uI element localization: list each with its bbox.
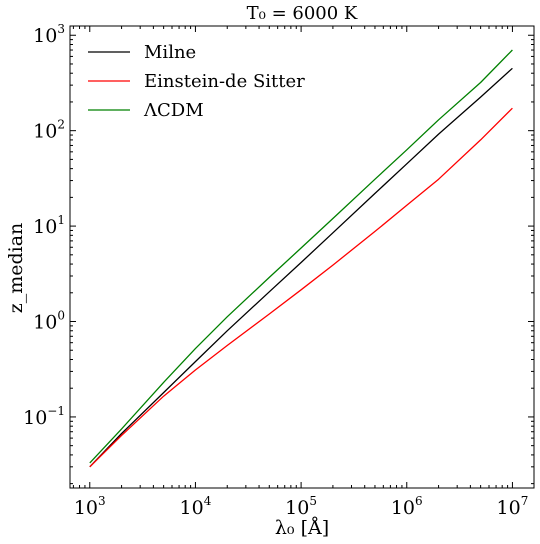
legend-label: Milne [144,42,196,63]
x-tick-label: 105 [285,494,317,519]
x-tick-label: 107 [497,494,529,519]
y-tick-label: 103 [33,22,65,47]
series-group [89,49,513,468]
x-tick-label: 104 [180,494,212,519]
x-tick-label: 106 [391,494,423,519]
legend: Milne Einstein-de Sitter ΛCDM [88,42,305,121]
legend-label: ΛCDM [143,100,204,121]
y-ticks: 10−1 100 101 102 103 [23,22,534,485]
x-tick-label: 103 [74,494,106,519]
plot-frame [69,25,535,489]
series-line--cdm [89,49,513,464]
x-ticks: 103 104 105 106 107 [72,26,529,519]
y-tick-label: 10−1 [23,404,65,429]
y-tick-label: 101 [33,213,65,238]
y-axis-title: z_median [5,223,27,314]
series-line-milne [89,67,513,468]
y-tick-label: 102 [33,118,65,143]
legend-label: Einstein-de Sitter [144,71,305,92]
series-line-einstein-de-sitter [89,107,513,468]
chart-title: T₀ = 6000 K [247,3,358,24]
x-axis-title: λ₀ [Å] [275,517,329,539]
y-tick-label: 100 [33,309,65,334]
